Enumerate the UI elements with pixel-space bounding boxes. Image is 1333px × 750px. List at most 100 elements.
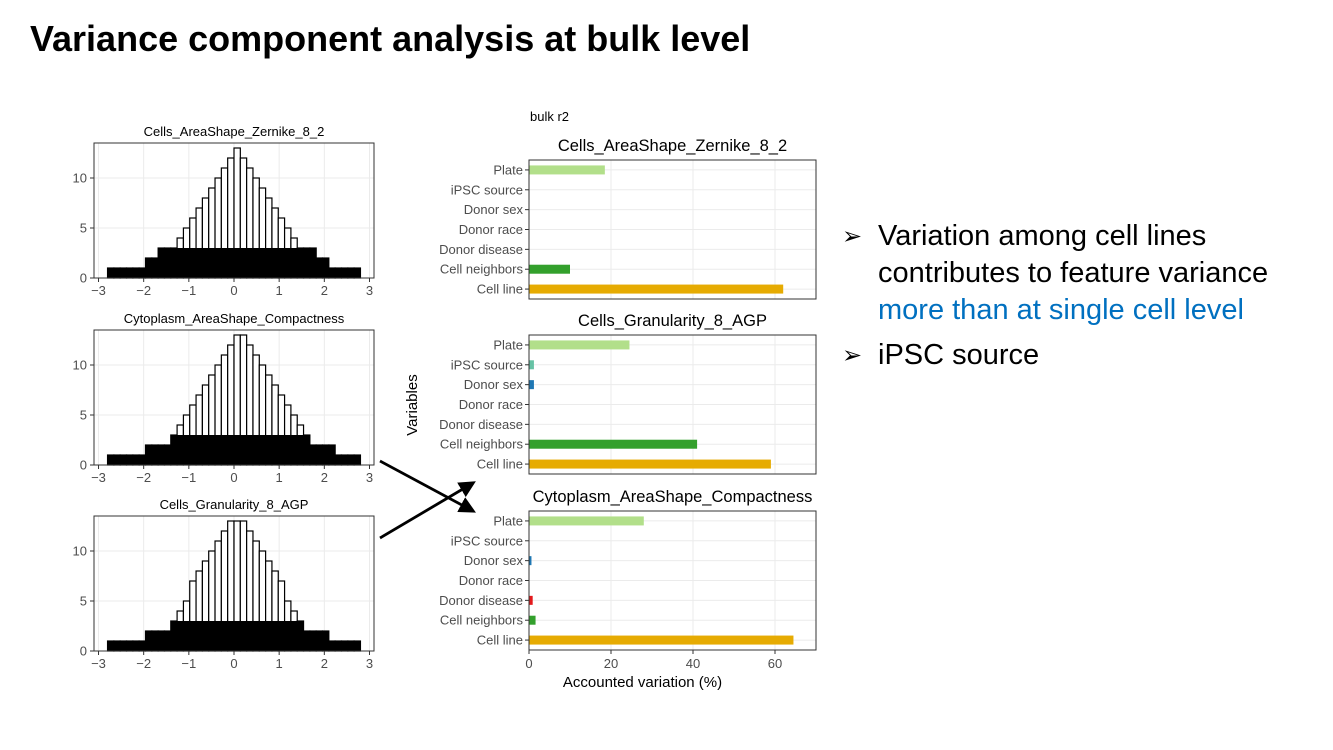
histogram-filled-bar (316, 631, 323, 651)
category-label: Cell neighbors (440, 613, 524, 628)
histogram-filled-bar (183, 621, 190, 651)
y-axis-label: Variables (404, 374, 421, 435)
histogram-filled-bar (297, 435, 304, 465)
x-tick-label: 2 (321, 470, 328, 485)
panel-title: Cytoplasm_AreaShape_Compactness (533, 488, 813, 506)
y-tick-label: 0 (80, 271, 87, 286)
histogram-filled-bar (164, 248, 171, 278)
histogram-filled-bar (202, 435, 209, 465)
histogram-filled-bar (215, 248, 222, 278)
histogram-filled-bar (151, 631, 159, 651)
histogram-filled-bar (297, 248, 304, 278)
variance-bar (529, 459, 771, 469)
histogram-filled-bar (113, 268, 121, 278)
histogram-filled-bar (259, 435, 266, 465)
y-tick-label: 5 (80, 221, 87, 236)
histogram-filled-bar (177, 248, 184, 278)
x-tick-label: 2 (321, 283, 328, 298)
histogram-filled-bar (107, 268, 114, 278)
category-label: Cell neighbors (440, 437, 524, 452)
panel-border (528, 159, 817, 300)
histogram-filled-bar (252, 435, 260, 465)
histogram-filled-bar (227, 248, 234, 278)
x-tick-label: 0 (230, 283, 237, 298)
histogram-filled-bar (189, 435, 197, 465)
category-label: Donor sex (464, 377, 524, 392)
histogram-filled-bar (341, 455, 348, 465)
arrow-bullet-icon: ➢ (842, 342, 863, 369)
x-tick-label: −1 (181, 656, 196, 671)
histogram-filled-bar (164, 631, 171, 651)
x-tick-label: 1 (276, 656, 283, 671)
category-label: Donor disease (439, 242, 523, 257)
histogram-filled-bar (132, 268, 140, 278)
category-label: Donor race (459, 397, 523, 412)
variance-bar (529, 284, 784, 294)
panel-border (528, 334, 817, 475)
histogram-filled-bar (215, 621, 222, 651)
category-label: Donor disease (439, 417, 523, 432)
histogram-filled-bar (221, 435, 228, 465)
histogram-filled-bar (341, 268, 348, 278)
category-label: Cell neighbors (440, 262, 524, 277)
histogram-filled-bar (246, 248, 253, 278)
histogram-filled-bar (151, 445, 159, 465)
histogram-filled-bar (234, 435, 241, 465)
histogram-filled-bar (120, 455, 127, 465)
histogram-filled-bar (170, 435, 178, 465)
x-tick-label: −1 (181, 470, 196, 485)
x-tick-label: 60 (768, 656, 782, 671)
histogram-filled-bar (196, 248, 203, 278)
arrow-bullet-icon: ➢ (842, 223, 863, 250)
histogram-filled-bar (259, 248, 266, 278)
category-label: iPSC source (451, 182, 523, 197)
histogram-filled-bar (202, 621, 209, 651)
histogram-filled-bar (322, 631, 329, 651)
histogram-filled-bar (126, 455, 133, 465)
histogram-filled-bar (284, 435, 291, 465)
category-label: Donor sex (464, 553, 524, 568)
histogram-panel: Cytoplasm_AreaShape_Compactness −3 −2 −1 0 1 2… (73, 311, 375, 485)
x-tick-label: −3 (91, 283, 106, 298)
category-label: Plate (493, 162, 523, 177)
y-tick-label: 0 (80, 458, 87, 473)
variance-bar (529, 264, 570, 274)
x-tick-label: 2 (321, 656, 328, 671)
histogram-filled-bar (158, 445, 165, 465)
histogram-filled-bar (126, 641, 133, 651)
histogram-filled-bar (132, 641, 140, 651)
x-tick-label: −2 (136, 656, 151, 671)
category-label: Donor race (459, 573, 523, 588)
x-tick-label: 40 (686, 656, 700, 671)
y-tick-label: 10 (73, 358, 87, 373)
histogram-panel: Cells_AreaShape_Zernike_8_2 −3 −2 −1 0 1 2 3 0 5 1… (73, 124, 375, 298)
histogram-filled-bar (139, 455, 146, 465)
bullet-highlight: more than at single cell level (878, 294, 1244, 326)
histogram-filled-bar (303, 435, 310, 465)
slide-title: Variance component analysis at bulk leve… (30, 18, 751, 59)
histogram-filled-bar (335, 268, 342, 278)
x-axis-label: Accounted variation (%) (563, 674, 722, 691)
x-tick-label: 1 (276, 470, 283, 485)
histogram-filled-bar (107, 641, 114, 651)
histogram-filled-bar (139, 268, 146, 278)
histogram-filled-bar (316, 258, 323, 278)
x-tick-label: −3 (91, 656, 106, 671)
histogram-filled-bar (347, 268, 355, 278)
x-tick-label: 0 (525, 656, 532, 671)
histogram-filled-bar (303, 248, 310, 278)
variance-bar (529, 360, 534, 370)
histogram-filled-bar (177, 621, 184, 651)
histogram-filled-bar (246, 435, 253, 465)
x-tick-label: −2 (136, 470, 151, 485)
histogram-filled-bar (221, 621, 228, 651)
histogram-filled-bar (183, 248, 190, 278)
histogram-filled-bar (271, 248, 279, 278)
x-tick-label: 1 (276, 283, 283, 298)
histogram-filled-bar (132, 455, 140, 465)
histogram-filled-bar (322, 258, 329, 278)
category-label: Plate (493, 513, 523, 528)
variance-bar (529, 165, 605, 175)
histogram-filled-bar (297, 621, 304, 651)
